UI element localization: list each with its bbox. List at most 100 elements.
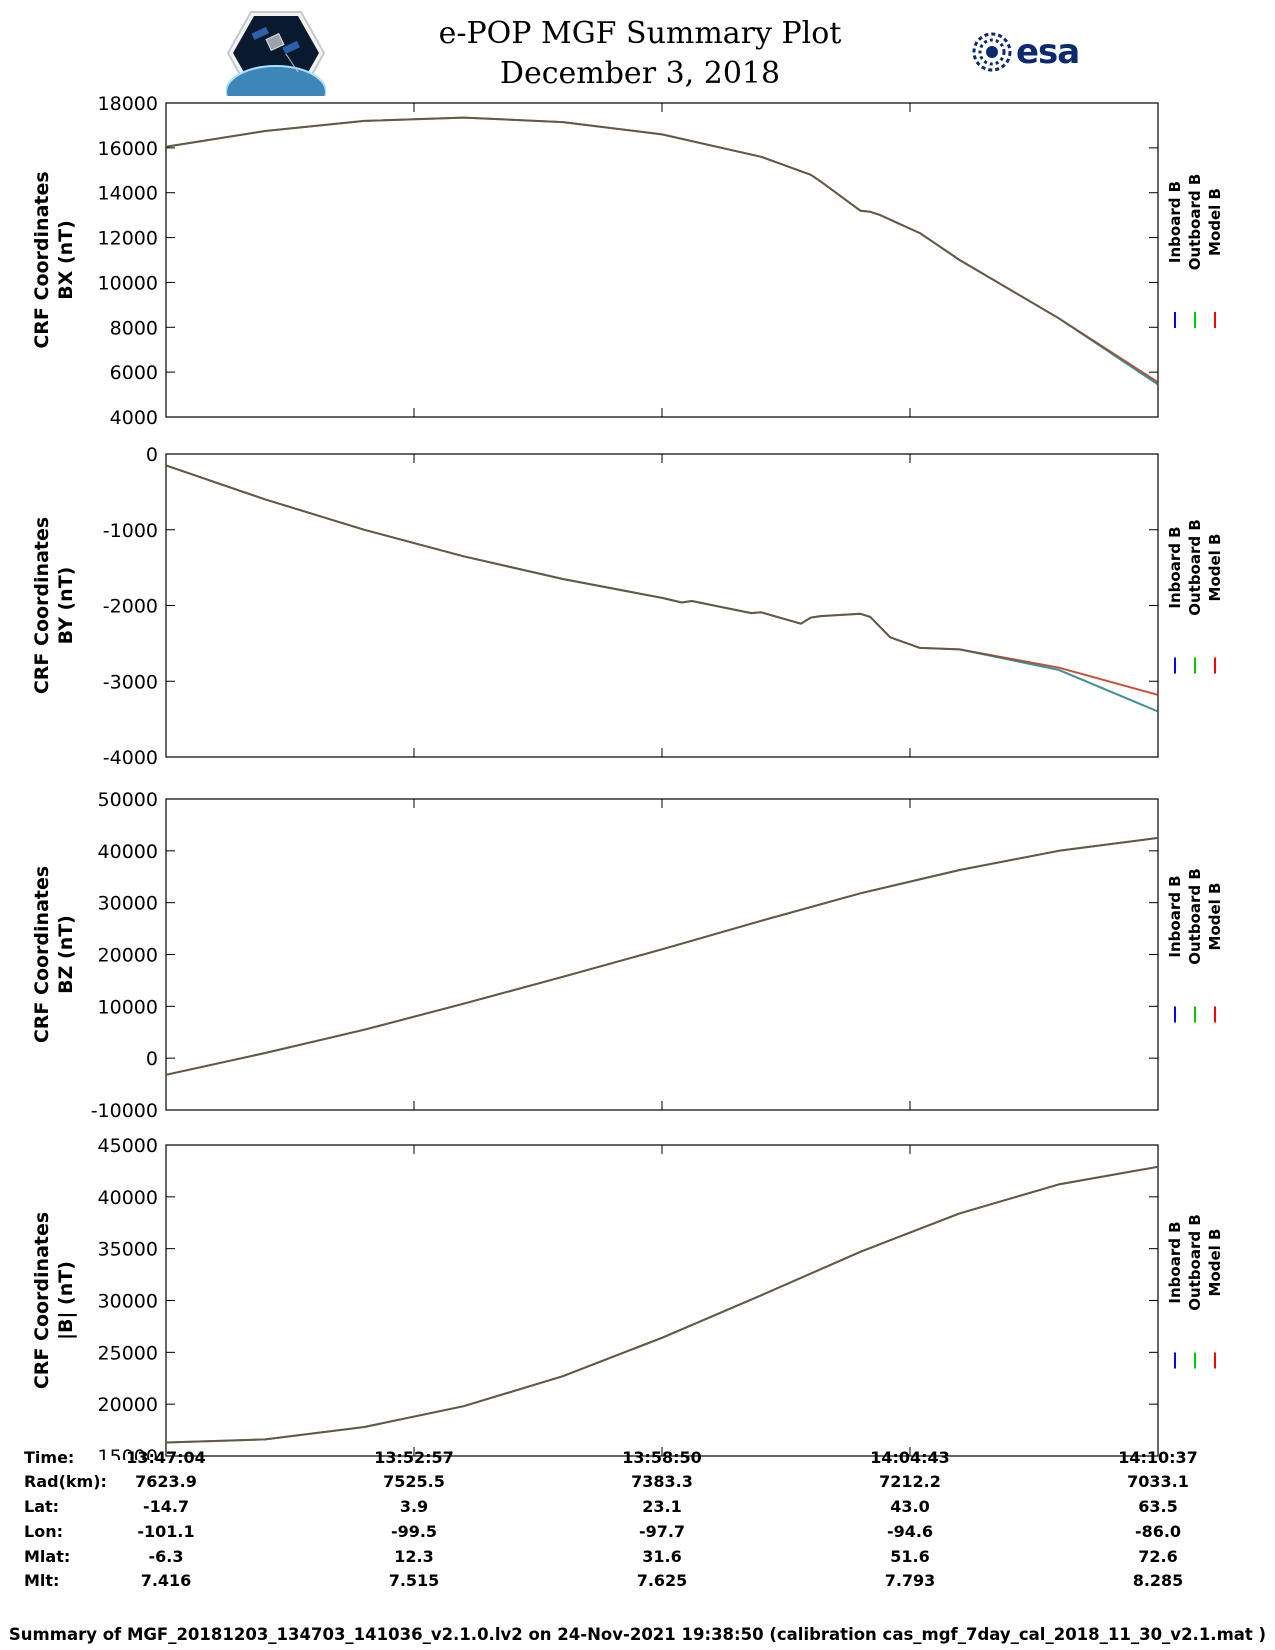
ephemeris-cell: -99.5 bbox=[390, 1522, 438, 1541]
series-line-inboard bbox=[165, 1165, 1159, 1444]
earth-limb-icon bbox=[226, 66, 326, 96]
y-tick-label: 8000 bbox=[110, 317, 158, 339]
legend-label-outboard: Outboard B bbox=[1186, 174, 1204, 271]
chart-panel-3: -10000 0 10000 20000 30000 40000 50000 CRF Coor… bbox=[31, 789, 1224, 1122]
y-tick-label: 0 bbox=[146, 444, 158, 466]
ephemeris-cell: 7383.3 bbox=[631, 1472, 693, 1491]
y-tick-label: 30000 bbox=[98, 893, 158, 915]
series-line-outboard bbox=[165, 116, 1159, 386]
y-axis-label: CRF Coordinates |B| (nT) bbox=[31, 1212, 77, 1389]
series-line-overlap bbox=[165, 1166, 1159, 1444]
y-tick-label: 10000 bbox=[98, 996, 158, 1018]
ephemeris-cell: 7.416 bbox=[140, 1571, 192, 1590]
y-tick-label: 25000 bbox=[98, 1342, 158, 1364]
y-tick-label: 16000 bbox=[98, 138, 158, 160]
series-line-overlap bbox=[165, 116, 1159, 383]
ephemeris-cell: 72.6 bbox=[1138, 1547, 1178, 1566]
ephemeris-cell: 7.515 bbox=[388, 1571, 440, 1590]
series-line-model bbox=[165, 1165, 1159, 1444]
y-tick-label: 12000 bbox=[98, 228, 158, 250]
y-tick-label: 40000 bbox=[98, 1187, 158, 1209]
ephemeris-cell: 7212.2 bbox=[879, 1472, 941, 1491]
ephemeris-cell: 23.1 bbox=[642, 1497, 682, 1516]
legend: Inboard B Outboard B Model B bbox=[1166, 174, 1224, 328]
legend-label-inboard: Inboard B bbox=[1166, 1221, 1184, 1303]
plot-frame bbox=[165, 1144, 1159, 1457]
plot-title-line2: December 3, 2018 bbox=[499, 56, 781, 91]
y-tick-label: 30000 bbox=[98, 1291, 158, 1313]
legend: Inboard B Outboard B Model B bbox=[1166, 1214, 1224, 1369]
y-axis-label: CRF Coordinates BY (nT) bbox=[31, 517, 77, 694]
ephemeris-cell: 13:58:50 bbox=[622, 1448, 702, 1467]
y-tick-label: 10000 bbox=[98, 272, 158, 294]
y-axis-label-line1: CRF Coordinates bbox=[31, 1212, 53, 1389]
series-line-outboard bbox=[165, 1165, 1159, 1444]
ephemeris-row: Rad(km): 7623.9 7525.5 7383.3 7212.2 7033.1 bbox=[0, 1472, 1275, 1496]
agency-logo-wordmark: esa bbox=[1016, 32, 1080, 72]
legend-label-outboard: Outboard B bbox=[1186, 519, 1204, 616]
chart-panel-2: -4000 -3000 -2000 -1000 0 CRF Coordinates BY (… bbox=[31, 444, 1224, 769]
ephemeris-cell: 13:52:57 bbox=[374, 1448, 454, 1467]
legend-label-model: Model B bbox=[1206, 1229, 1224, 1297]
y-axis-label-line1: CRF Coordinates bbox=[31, 171, 53, 348]
y-tick-label: 40000 bbox=[98, 841, 158, 863]
y-tick-label: 20000 bbox=[98, 945, 158, 967]
legend-label-outboard: Outboard B bbox=[1186, 868, 1204, 965]
footer-caption: Summary of MGF_20181203_134703_141036_v2… bbox=[8, 1625, 1267, 1644]
y-tick-label: -4000 bbox=[103, 747, 158, 769]
ephemeris-row: Mlat: -6.3 12.3 31.6 51.6 72.6 bbox=[0, 1547, 1275, 1571]
ephemeris-cell: 8.285 bbox=[1132, 1571, 1184, 1590]
y-axis-label: CRF Coordinates BZ (nT) bbox=[31, 866, 77, 1043]
legend-label-inboard: Inboard B bbox=[1166, 526, 1184, 608]
ephemeris-cell: 3.9 bbox=[399, 1497, 429, 1516]
y-tick-label: -10000 bbox=[91, 1100, 158, 1122]
y-axis-label-line1: CRF Coordinates bbox=[31, 866, 53, 1043]
plots-canvas: 4000 6000 8000 10000 12000 14000 16000 18000 CRF… bbox=[31, 93, 1224, 1460]
ephemeris-cell: -14.7 bbox=[142, 1497, 190, 1516]
agency-logo: esa bbox=[970, 30, 1100, 74]
legend-label-outboard: Outboard B bbox=[1186, 1214, 1204, 1311]
plot-title: e-POP MGF Summary Plot December 3, 2018 bbox=[380, 14, 900, 94]
y-tick-label: 45000 bbox=[98, 1135, 158, 1157]
ephemeris-row-label: Rad(km): bbox=[24, 1472, 107, 1491]
plot-frame bbox=[165, 102, 1159, 418]
ephemeris-row: Time: 13:47:04 13:52:57 13:58:50 14:04:43 14:… bbox=[0, 1448, 1275, 1472]
y-axis-label-line1: CRF Coordinates bbox=[31, 517, 53, 694]
y-tick-label: -1000 bbox=[103, 520, 158, 542]
ephemeris-cell: 31.6 bbox=[642, 1547, 682, 1566]
legend-label-model: Model B bbox=[1206, 883, 1224, 951]
mission-logo bbox=[226, 11, 326, 96]
ephemeris-cell: 7.793 bbox=[884, 1571, 936, 1590]
y-tick-label: -2000 bbox=[103, 596, 158, 618]
series-line-inboard bbox=[165, 836, 1159, 1076]
ephemeris-row-label: Mlt: bbox=[24, 1571, 60, 1590]
series-line-inboard bbox=[165, 464, 1159, 713]
ephemeris-row: Lon: -101.1 -99.5 -97.7 -94.6 -86.0 bbox=[0, 1522, 1275, 1546]
y-tick-label: 4000 bbox=[110, 407, 158, 429]
ephemeris-cell: 7525.5 bbox=[383, 1472, 445, 1491]
legend-label-inboard: Inboard B bbox=[1166, 181, 1184, 263]
ephemeris-row-label: Time: bbox=[24, 1448, 75, 1467]
ephemeris-cell: -101.1 bbox=[137, 1522, 195, 1541]
ephemeris-cell: -97.7 bbox=[638, 1522, 686, 1541]
ephemeris-cell: -86.0 bbox=[1134, 1522, 1182, 1541]
legend: Inboard B Outboard B Model B bbox=[1166, 519, 1224, 674]
earth-limb-glow bbox=[226, 65, 326, 96]
ephemeris-cell: 14:04:43 bbox=[870, 1448, 950, 1467]
ephemeris-cell: 63.5 bbox=[1138, 1497, 1178, 1516]
series-line-outboard bbox=[165, 836, 1159, 1076]
ephemeris-row: Mlt: 7.416 7.515 7.625 7.793 8.285 bbox=[0, 1571, 1275, 1595]
ephemeris-cell: 7.625 bbox=[636, 1571, 688, 1590]
legend-label-model: Model B bbox=[1206, 188, 1224, 256]
ephemeris-cell: 7623.9 bbox=[135, 1472, 197, 1491]
ephemeris-cell: 43.0 bbox=[890, 1497, 930, 1516]
legend-label-inboard: Inboard B bbox=[1166, 875, 1184, 957]
esa-globe-icon bbox=[972, 32, 1012, 72]
ephemeris-cell: 14:10:37 bbox=[1118, 1448, 1198, 1467]
ephemeris-row-label: Mlat: bbox=[24, 1547, 71, 1566]
y-tick-label: 35000 bbox=[98, 1239, 158, 1261]
plot-frame bbox=[165, 798, 1159, 1111]
y-axis-label-line2: |B| (nT) bbox=[55, 1261, 77, 1340]
chart-panel-1: 4000 6000 8000 10000 12000 14000 16000 18000 CRF… bbox=[31, 93, 1224, 429]
y-tick-label: 20000 bbox=[98, 1394, 158, 1416]
